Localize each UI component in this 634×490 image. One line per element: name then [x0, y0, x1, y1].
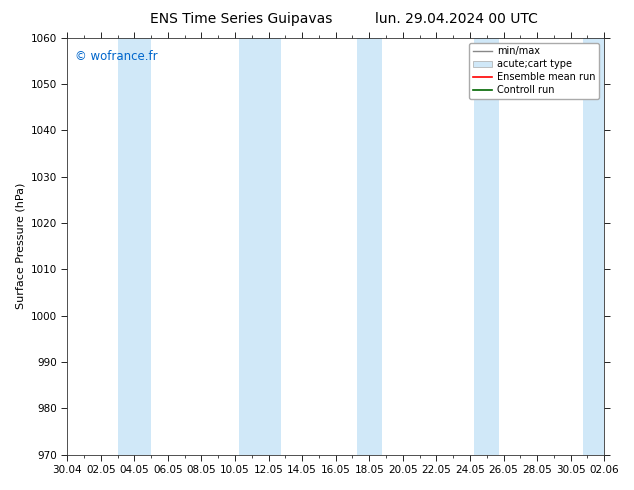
Bar — [117, 38, 151, 455]
Bar — [583, 38, 609, 455]
Y-axis label: Surface Pressure (hPa): Surface Pressure (hPa) — [15, 183, 25, 309]
Bar — [239, 38, 281, 455]
Text: ENS Time Series Guipavas: ENS Time Series Guipavas — [150, 12, 332, 26]
Bar — [474, 38, 500, 455]
Bar — [357, 38, 382, 455]
Legend: min/max, acute;cart type, Ensemble mean run, Controll run: min/max, acute;cart type, Ensemble mean … — [469, 43, 599, 99]
Text: lun. 29.04.2024 00 UTC: lun. 29.04.2024 00 UTC — [375, 12, 538, 26]
Text: © wofrance.fr: © wofrance.fr — [75, 50, 158, 63]
